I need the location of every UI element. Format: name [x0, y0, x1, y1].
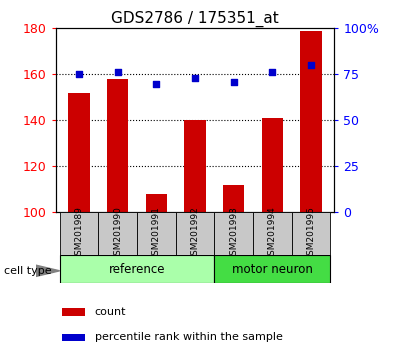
Bar: [137, 212, 176, 255]
Text: GSM201993: GSM201993: [229, 206, 238, 261]
Text: cell type: cell type: [4, 266, 52, 276]
Text: reference: reference: [109, 263, 165, 275]
Text: GSM201994: GSM201994: [268, 206, 277, 261]
Bar: [107, 79, 128, 212]
Text: motor neuron: motor neuron: [232, 263, 313, 275]
Bar: [176, 212, 215, 255]
Point: [192, 75, 198, 81]
Title: GDS2786 / 175351_at: GDS2786 / 175351_at: [111, 11, 279, 27]
Bar: [60, 255, 215, 283]
Bar: [98, 212, 137, 255]
Polygon shape: [36, 265, 60, 276]
Text: GSM201995: GSM201995: [306, 206, 316, 261]
Bar: [215, 255, 330, 283]
Bar: [68, 93, 90, 212]
Text: GSM201991: GSM201991: [152, 206, 161, 261]
Text: GSM201990: GSM201990: [113, 206, 122, 261]
Bar: [62, 333, 85, 341]
Bar: [253, 212, 292, 255]
Text: count: count: [95, 307, 126, 317]
Point: [115, 70, 121, 75]
Text: percentile rank within the sample: percentile rank within the sample: [95, 332, 283, 342]
Point: [230, 79, 237, 85]
Bar: [184, 120, 206, 212]
Point: [308, 62, 314, 68]
Point: [153, 81, 160, 86]
Point: [269, 70, 275, 75]
Text: GSM201992: GSM201992: [191, 206, 199, 261]
Bar: [262, 118, 283, 212]
Point: [76, 72, 82, 77]
Bar: [146, 194, 167, 212]
Bar: [223, 185, 244, 212]
Bar: [292, 212, 330, 255]
Bar: [60, 212, 98, 255]
Bar: [62, 308, 85, 316]
Text: GSM201989: GSM201989: [74, 206, 84, 261]
Bar: [300, 30, 322, 212]
Bar: [215, 212, 253, 255]
